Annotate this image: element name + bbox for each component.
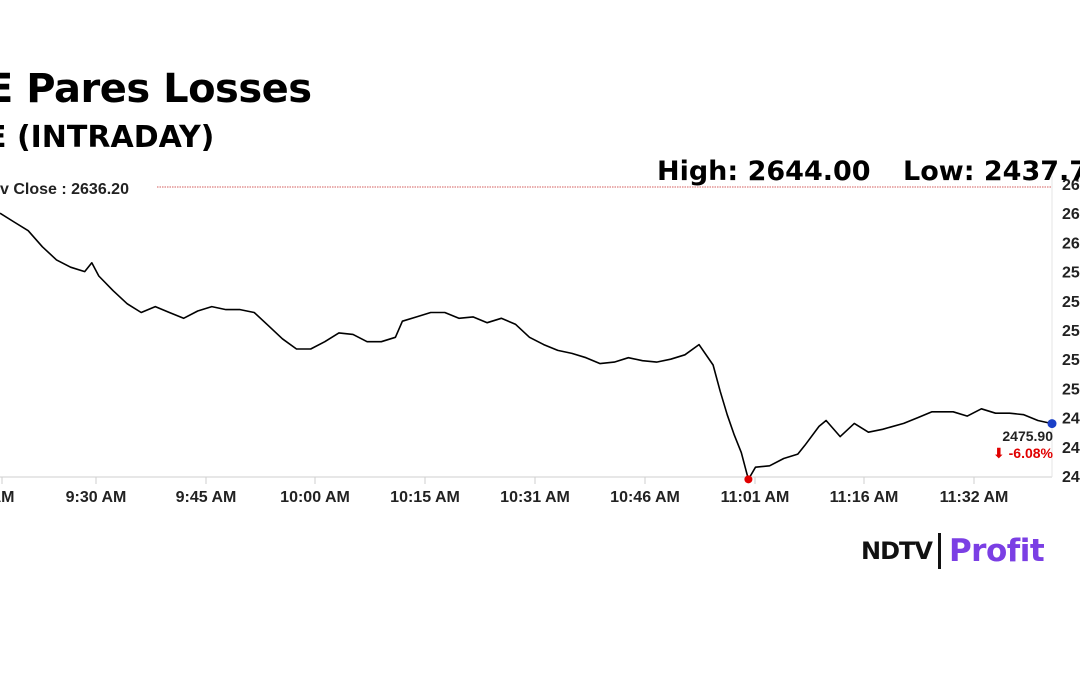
x-tick-label: 9:45 AM: [176, 489, 237, 506]
y-tick-label: 25: [1062, 323, 1080, 340]
last-price-label: 2475.90: [1002, 428, 1053, 444]
price-series-line: [0, 212, 1053, 481]
day-high-label: High: 2644.00: [657, 156, 871, 187]
y-tick-label: 24: [1062, 411, 1080, 428]
y-tick-label: 26: [1062, 206, 1080, 223]
ndtv-profit-logo: NDTV Profit: [861, 530, 1045, 572]
prev-close-label: v Close : 2636.20: [0, 181, 129, 198]
x-tick-label: 10:31 AM: [500, 489, 570, 506]
x-tick-label: 11:16 AM: [830, 489, 899, 506]
y-tick-label: 24: [1062, 469, 1080, 486]
x-tick-label: 11:01 AM: [721, 489, 790, 506]
x-tick-label: 9:30 AM: [66, 489, 127, 506]
day-low-marker: [744, 475, 753, 484]
x-tick-label: 10:00 AM: [280, 489, 350, 506]
x-axis-ticks: AM 9:30 AM 9:45 AM 10:00 AM 10:15 AM 10:31 AM…: [0, 477, 1008, 506]
chart-title: E Pares Losses: [0, 66, 312, 112]
y-tick-label: 25: [1062, 352, 1080, 369]
y-tick-label: 24: [1062, 440, 1080, 457]
chart-subtitle: E (INTRADAY): [0, 120, 215, 155]
y-tick-label: 26: [1062, 177, 1080, 194]
day-low-label: Low: 2437.70: [903, 156, 1080, 187]
logo-profit-text: Profit: [948, 533, 1045, 569]
x-tick-label: 11:32 AM: [940, 489, 1009, 506]
last-price-marker: [1047, 419, 1057, 429]
y-tick-label: 25: [1062, 294, 1080, 311]
y-tick-label: 25: [1062, 265, 1080, 282]
logo-ndtv-text: NDTV: [861, 537, 933, 565]
logo-divider: [937, 533, 941, 569]
y-tick-label: 25: [1062, 381, 1080, 398]
y-tick-label: 26: [1062, 235, 1080, 252]
last-change-label: ⬇ -6.08%: [993, 445, 1054, 461]
x-tick-label: AM: [0, 489, 14, 506]
x-tick-label: 10:15 AM: [390, 489, 460, 506]
x-tick-label: 10:46 AM: [610, 489, 680, 506]
y-axis-ticks: 26 26 26 25 25 25 25 25 24 24 24: [1062, 177, 1080, 486]
